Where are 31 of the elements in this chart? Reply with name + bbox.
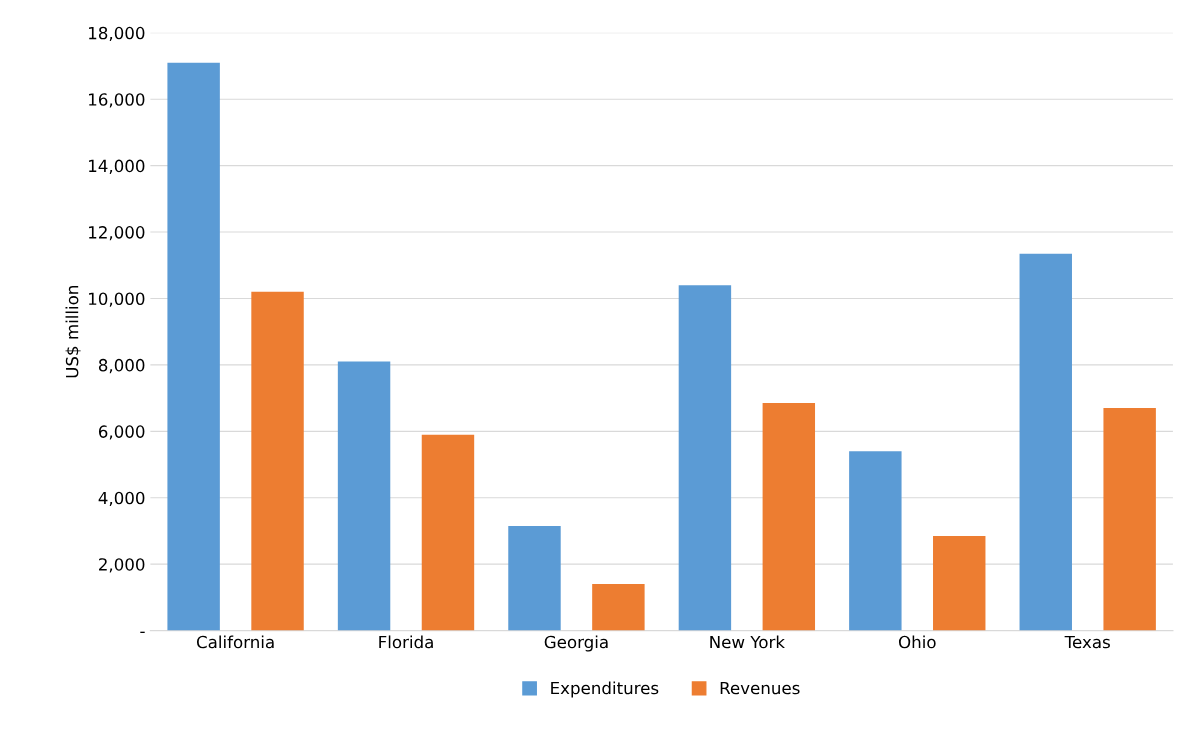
y-tick-label: 16,000 xyxy=(89,93,145,108)
y-axis-title: US$ million xyxy=(65,286,81,378)
y-tick-label: 12,000 xyxy=(89,226,145,241)
x-tick-label: Ohio xyxy=(898,635,936,649)
x-tick-label: New York xyxy=(710,635,785,649)
x-tick-label: Texas xyxy=(1064,635,1110,649)
bar xyxy=(337,361,391,631)
x-tick-label: Georgia xyxy=(544,635,608,652)
x-tick-label: Florida xyxy=(379,635,433,649)
bar xyxy=(933,535,986,631)
y-tick-label: 2,000 xyxy=(99,558,145,573)
bar xyxy=(849,451,902,631)
y-tick-label: 4,000 xyxy=(98,491,145,507)
y-tick-label: 8,000 xyxy=(98,358,145,374)
legend-label: Expenditures xyxy=(551,681,659,698)
y-tick-label: 6,000 xyxy=(98,425,145,440)
bar xyxy=(762,403,816,631)
bar xyxy=(508,525,561,631)
legend-label: Revenues xyxy=(720,681,800,695)
y-tick-label: 18,000 xyxy=(89,26,145,42)
x-tick-label: California xyxy=(196,635,274,649)
y-tick-label: - xyxy=(140,631,145,634)
bar xyxy=(1103,408,1156,631)
y-tick-label: 14,000 xyxy=(89,159,145,174)
bar xyxy=(678,285,732,631)
y-tick-label: 10,000 xyxy=(89,292,145,307)
bar xyxy=(592,584,645,631)
bar xyxy=(251,291,304,631)
bar xyxy=(421,434,475,631)
bar xyxy=(167,62,220,631)
bar xyxy=(1019,253,1072,631)
